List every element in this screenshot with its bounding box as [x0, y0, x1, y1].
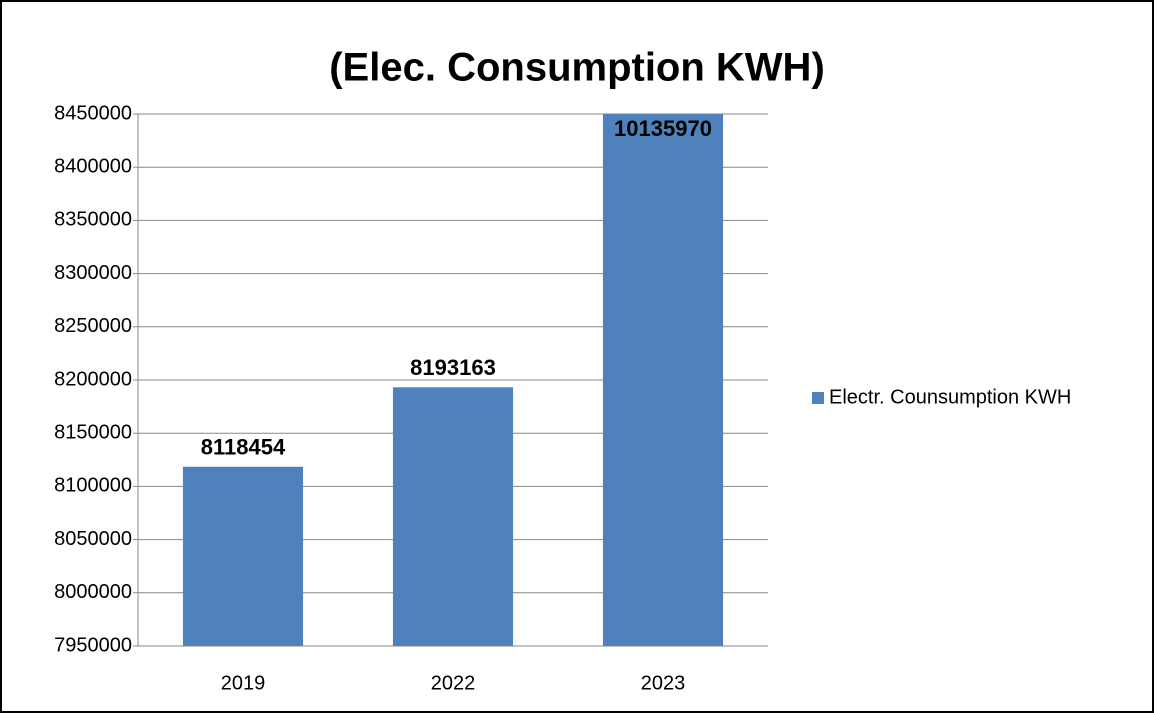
y-tick-label: 8050000 — [54, 528, 132, 550]
y-tick-label: 8400000 — [54, 155, 132, 177]
x-tick-label: 2022 — [431, 672, 476, 694]
y-tick-label: 8000000 — [54, 581, 132, 603]
data-label: 10135970 — [614, 116, 712, 141]
y-tick-label: 8450000 — [54, 102, 132, 124]
bar — [602, 114, 724, 646]
bar — [392, 387, 514, 646]
legend-swatch — [812, 392, 824, 404]
y-tick-label: 8350000 — [54, 209, 132, 231]
y-tick-label: 8100000 — [54, 475, 132, 497]
bar — [182, 466, 304, 646]
y-tick-label: 8250000 — [54, 315, 132, 337]
data-label: 8193163 — [410, 355, 496, 380]
plot-area — [182, 114, 724, 646]
data-label: 8118454 — [201, 435, 286, 460]
x-tick-label: 2019 — [221, 672, 266, 694]
y-tick-label: 8150000 — [54, 421, 132, 443]
x-tick-label: 2023 — [641, 672, 686, 694]
y-tick-label: 8200000 — [54, 368, 132, 390]
y-tick-label: 7950000 — [54, 634, 132, 656]
legend-label: Electr. Counsumption KWH — [829, 386, 1071, 408]
chart-title: (Elec. Consumption KWH) — [329, 46, 825, 90]
y-tick-label: 8300000 — [54, 262, 132, 284]
